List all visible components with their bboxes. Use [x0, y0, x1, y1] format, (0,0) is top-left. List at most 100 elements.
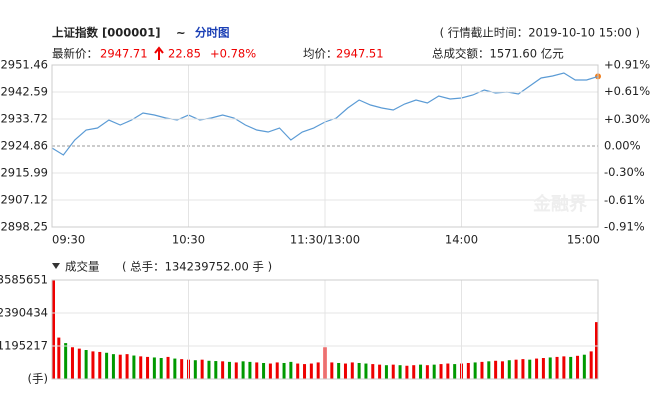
y-tick-label: 2933.72: [0, 112, 48, 126]
volume-bar: [480, 361, 484, 379]
separator: ~: [176, 26, 186, 40]
volume-bar: [173, 358, 177, 379]
turnover: 总成交额：1571.60 亿元: [432, 47, 564, 61]
volume-bar: [595, 322, 598, 379]
y-tick-label: 2907.12: [0, 192, 48, 206]
y2-tick-label: +0.30%: [604, 112, 650, 126]
y2-tick-label: -0.91%: [604, 220, 645, 234]
volume-bar: [275, 362, 279, 379]
volume-bar: [248, 361, 252, 379]
volume-bar: [569, 356, 573, 379]
x-tick-label: 09:30: [52, 233, 85, 247]
collapse-icon[interactable]: [52, 263, 60, 269]
volume-bar: [70, 347, 74, 379]
volume-bar: [384, 365, 388, 379]
volume-bar: [589, 351, 593, 379]
volume-bar: [378, 364, 382, 379]
volume-bar: [139, 356, 143, 379]
volume-bar: [494, 360, 498, 379]
volume-bar: [105, 352, 109, 379]
volume-bar: [221, 361, 225, 379]
volume-bar: [159, 358, 163, 379]
last-label: 最新价：: [52, 47, 98, 61]
volume-bar: [214, 361, 218, 379]
index-name: 上证指数 [000001]: [52, 26, 161, 40]
up-arrow: [154, 46, 164, 60]
volume-bar: [303, 364, 307, 379]
volume-bar: [337, 362, 341, 379]
volume-bar: [200, 359, 204, 379]
volume-bar: [528, 359, 532, 379]
last-price: 2947.71: [100, 47, 148, 61]
volume-bar: [541, 358, 545, 379]
volume-bar: [555, 356, 559, 379]
volume-bar: [57, 337, 61, 379]
volume-bar: [405, 365, 409, 379]
volume-bar: [576, 355, 580, 379]
volume-bar: [98, 351, 102, 379]
volume-bar: [262, 362, 266, 379]
volume-bar: [371, 364, 375, 379]
y-tick-label: 2898.25: [0, 220, 48, 234]
volume-bar: [473, 362, 477, 379]
volume-bar: [446, 363, 450, 379]
volume-bar: [535, 358, 539, 379]
plot-frame: [51, 64, 599, 228]
volume-bar: [118, 354, 122, 379]
volume-bar: [289, 361, 293, 379]
update-time: ( 行情截止时间：2019-10-10 15:00 ): [440, 26, 640, 40]
volume-bar: [500, 361, 504, 379]
y-tick-label: 2915.99: [0, 165, 48, 179]
x-tick-label: 10:30: [172, 233, 205, 247]
volume-bar: [330, 362, 334, 379]
volume-bar: [296, 363, 300, 379]
volume-bar: [582, 354, 586, 379]
avg-label: 均价：: [303, 47, 338, 61]
volume-bar: [316, 362, 320, 379]
change-pct: +0.78%: [210, 47, 256, 61]
y2-tick-label: -0.30%: [604, 165, 645, 179]
volume-bar: [398, 365, 402, 379]
volume-bar: [132, 355, 136, 379]
y-tick-label: 2942.59: [0, 85, 48, 99]
volume-bar: [453, 364, 457, 379]
y-tick-label: 2390434: [0, 306, 48, 320]
volume-bar: [514, 359, 518, 379]
volume-bar: [282, 362, 286, 379]
y-tick-label: 2951.46: [0, 58, 48, 72]
y-tick-label: 1195217: [0, 339, 48, 353]
volume-bar: [391, 364, 395, 379]
volume-bar: [487, 361, 491, 379]
volume-bar: [255, 362, 259, 379]
volume-bar: [152, 357, 156, 379]
x-tick-label: 15:00: [567, 233, 600, 247]
volume-bar: [268, 363, 272, 379]
volume-bar: [548, 357, 552, 379]
volume-bar: [180, 359, 184, 379]
y2-tick-label: +0.91%: [604, 58, 650, 72]
y-tick-label: (手): [28, 372, 48, 386]
volume-bar: [364, 363, 368, 379]
volume-bar: [412, 365, 416, 379]
y-tick-label: 3585651: [0, 273, 48, 287]
volume-bar: [241, 361, 245, 379]
volume-total: ( 总手：134239752.00 手 ): [122, 260, 272, 274]
volume-bar: [234, 362, 238, 379]
y2-tick-label: +0.61%: [604, 84, 650, 98]
volume-bar: [419, 364, 423, 379]
volume-bar: [77, 348, 81, 379]
volume-bar: [432, 364, 436, 379]
x-tick-label: 11:30/13:00: [290, 233, 360, 247]
volume-bar: [425, 365, 429, 379]
volume-bar: [52, 280, 55, 379]
volume-bar: [91, 351, 95, 379]
volume-bar: [193, 360, 197, 379]
plot-frame: [51, 279, 599, 380]
volume-bar: [439, 364, 443, 379]
volume-bar: [309, 363, 313, 379]
volume-bar: [84, 350, 88, 379]
volume-bar: [111, 354, 115, 379]
volume-bar: [357, 362, 361, 379]
view-link[interactable]: 分时图: [195, 26, 230, 40]
